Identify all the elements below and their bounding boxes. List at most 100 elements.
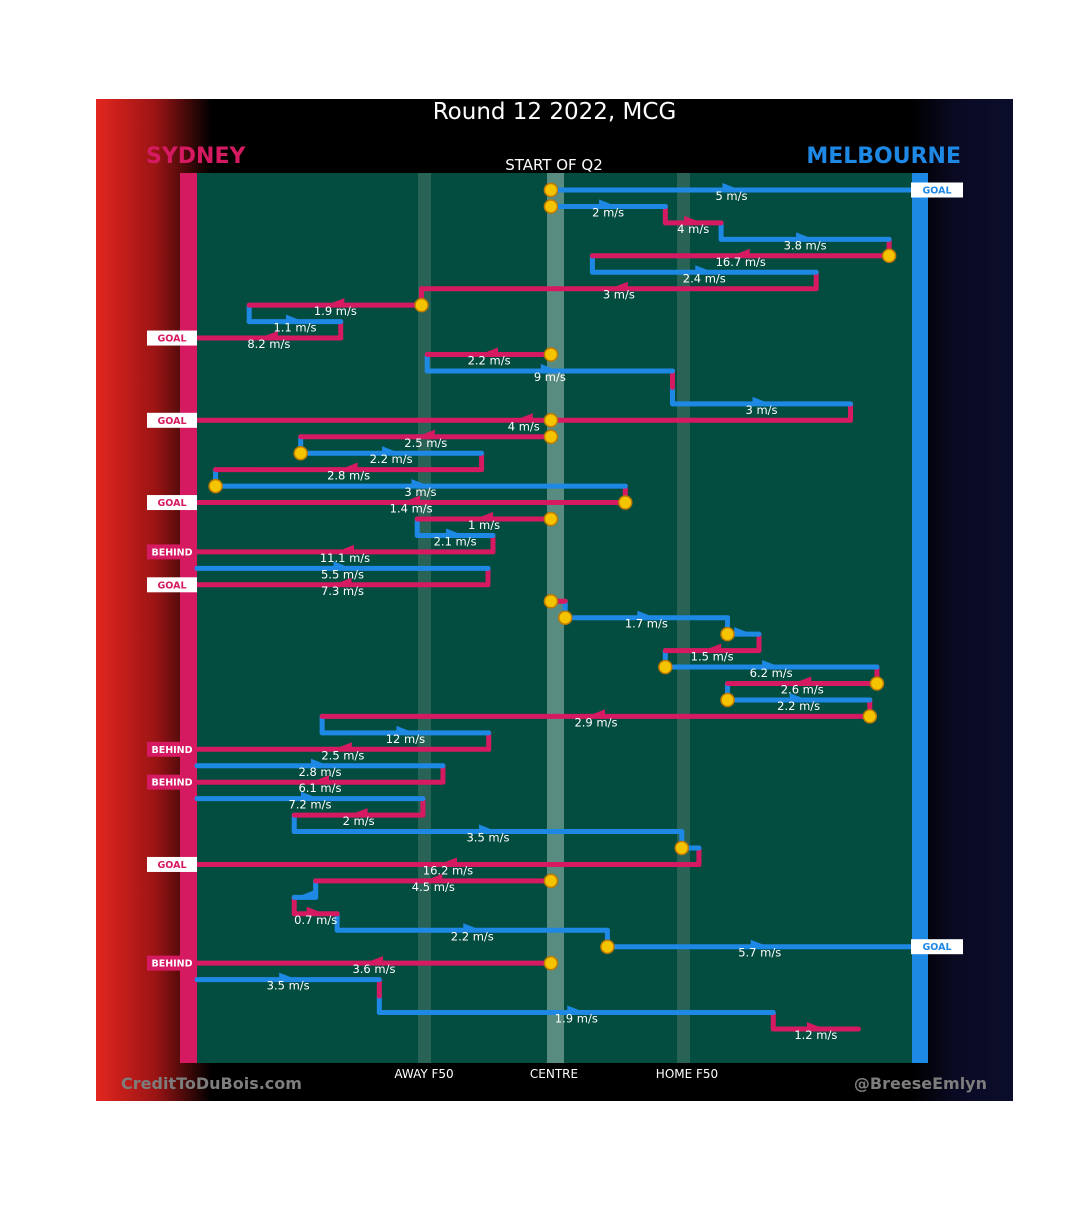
direction-arrow	[259, 331, 278, 341]
speed-label: 12 m/s	[386, 732, 425, 746]
possession-marker	[543, 182, 559, 198]
direction-arrow	[479, 824, 498, 834]
speed-label: 8.2 m/s	[247, 337, 290, 351]
chart-title: Round 12 2022, MCG	[432, 99, 677, 125]
speed-label: 2.5 m/s	[321, 748, 364, 762]
speed-label: 2.2 m/s	[468, 354, 511, 368]
result-label: BEHIND	[151, 778, 192, 789]
away-f50-line	[418, 173, 431, 1063]
sydney-goal-line	[180, 173, 197, 1063]
direction-arrow	[567, 1005, 586, 1015]
speed-label: 1.5 m/s	[691, 650, 734, 664]
direction-arrow	[295, 890, 314, 900]
direction-arrow	[424, 873, 443, 883]
speed-label: 3.6 m/s	[352, 962, 395, 976]
possession-marker	[720, 626, 735, 642]
direction-arrow	[306, 906, 325, 916]
direction-arrow	[796, 232, 815, 242]
x-tick-label: HOME F50	[656, 1067, 718, 1081]
speed-label: 7.2 m/s	[288, 798, 331, 812]
direction-arrow	[793, 676, 812, 686]
speed-label: 5.7 m/s	[738, 946, 781, 960]
speed-label: 3 m/s	[603, 288, 635, 302]
direction-arrow	[279, 972, 298, 982]
possession-marker	[543, 511, 559, 527]
speed-label: 3.5 m/s	[466, 831, 509, 845]
x-tick-label: CENTRE	[530, 1067, 578, 1081]
speed-label: 2.4 m/s	[683, 271, 726, 285]
possession-marker	[557, 610, 573, 625]
speed-label: 2.8 m/s	[298, 765, 341, 779]
possession-marker	[862, 709, 878, 724]
result-badge	[911, 182, 963, 198]
possession-marker	[720, 692, 735, 708]
possession-marker	[414, 297, 429, 313]
result-badge	[147, 544, 197, 560]
direction-arrow	[382, 446, 401, 456]
speed-label: 4 m/s	[677, 222, 709, 236]
result-badge	[147, 955, 197, 971]
speed-label: 6.1 m/s	[298, 781, 341, 795]
speed-label: 3 m/s	[404, 485, 436, 499]
speed-label: 2.8 m/s	[327, 469, 370, 483]
speed-label: 2.2 m/s	[777, 699, 820, 713]
possession-marker	[543, 955, 559, 971]
direction-arrow	[752, 396, 771, 406]
direction-arrow	[300, 791, 319, 801]
melbourne-goal-line	[912, 173, 928, 1063]
possession-marker	[543, 413, 559, 428]
speed-label: 2 m/s	[592, 205, 624, 219]
direction-arrow	[446, 528, 465, 538]
x-tick-label: AWAY F50	[394, 1067, 453, 1081]
speed-label: 16.7 m/s	[716, 255, 766, 269]
handle-text: @BreeseEmlyn	[853, 1074, 987, 1093]
result-label: GOAL	[157, 416, 186, 427]
centre-line	[547, 173, 564, 1063]
direction-arrow	[806, 1021, 825, 1031]
direction-arrow	[789, 692, 808, 702]
team-right-label: MELBOURNE	[806, 144, 961, 169]
team-left-label: SYDNEY	[146, 144, 246, 169]
direction-arrow	[731, 248, 750, 258]
result-label: BEHIND	[151, 959, 192, 970]
direction-arrow	[349, 808, 368, 818]
speed-label: 4.5 m/s	[412, 880, 455, 894]
speed-label: 3 m/s	[745, 403, 777, 417]
possession-marker	[543, 429, 559, 444]
result-badge	[911, 939, 963, 955]
possession-marker	[208, 478, 223, 494]
direction-arrow	[684, 215, 703, 225]
speed-label: 11.1 m/s	[320, 551, 370, 565]
result-label: GOAL	[922, 186, 951, 197]
possession-marker	[543, 199, 559, 214]
direction-arrow	[310, 775, 329, 785]
possession-marker	[869, 676, 885, 691]
direction-arrow	[364, 956, 383, 966]
possession-marker	[600, 939, 615, 954]
result-label: GOAL	[157, 860, 186, 871]
speed-label: 7.3 m/s	[321, 584, 364, 598]
direction-arrow	[750, 939, 769, 949]
direction-arrow	[416, 429, 435, 439]
speed-label: 2.1 m/s	[434, 534, 477, 548]
speed-label: 1.1 m/s	[273, 321, 316, 335]
possession-marker	[881, 248, 897, 264]
direction-arrow	[438, 857, 457, 867]
possession-marker	[293, 445, 308, 461]
direction-arrow	[586, 709, 605, 719]
result-label: GOAL	[157, 334, 186, 345]
speed-label: 16.2 m/s	[423, 863, 473, 877]
direction-arrow	[734, 627, 753, 637]
speed-label: 2.2 m/s	[370, 452, 413, 466]
possession-marker	[658, 659, 673, 675]
possession-marker	[674, 840, 690, 856]
direction-arrow	[336, 544, 355, 554]
result-badge	[147, 412, 197, 428]
credit-text: CreditToDuBois.com	[121, 1074, 302, 1093]
result-badge	[147, 774, 197, 790]
direction-arrow	[540, 363, 559, 373]
speed-label: 2.6 m/s	[781, 683, 824, 697]
speed-label: 0.7 m/s	[294, 913, 337, 927]
speed-label: 9 m/s	[534, 370, 566, 384]
